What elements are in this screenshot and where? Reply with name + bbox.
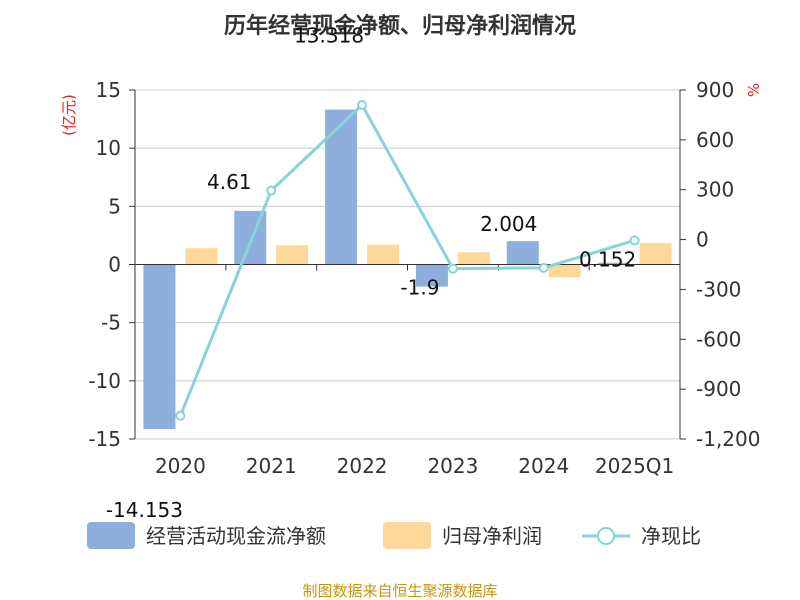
data-label: -1.9 (400, 276, 439, 300)
bar-net-profit (457, 252, 490, 265)
x-category-label: 2024 (518, 454, 569, 478)
y2-tick-label: -1,200 (696, 427, 760, 451)
bar-net-profit (367, 244, 400, 265)
x-category-label: 2020 (155, 454, 206, 478)
y2-tick-label: -900 (696, 377, 741, 401)
line-point (266, 185, 277, 196)
bar-cash-flow (143, 264, 176, 430)
y-tick-label: 10 (96, 136, 121, 160)
data-source-note: 制图数据来自恒生聚源数据库 (302, 582, 497, 600)
y-tick-label: 15 (96, 78, 121, 102)
y-tick-label: 5 (108, 194, 121, 218)
x-category-label: 2022 (337, 454, 388, 478)
bar-net-profit (185, 248, 218, 265)
line-point (447, 263, 458, 274)
y-tick-label: 0 (108, 253, 121, 277)
y2-tick-label: -600 (696, 327, 741, 351)
bar-cash-flow (597, 262, 630, 265)
y2-tick-label: 900 (696, 78, 734, 102)
bar-cash-flow (506, 241, 539, 265)
bar-net-profit (548, 264, 581, 278)
y2-tick-label: -300 (696, 277, 741, 301)
bar-cash-flow (415, 264, 448, 287)
legend-cash-ratio-label: 净现比 (641, 524, 701, 548)
line-point (538, 262, 549, 273)
right-axis-unit: % (745, 83, 763, 97)
data-label: 2.004 (480, 212, 537, 236)
chart-title: 历年经营现金净额、归母净利润情况 (224, 13, 576, 39)
legend-cash-flow-swatch (87, 522, 135, 549)
y-tick-label: -15 (88, 427, 121, 451)
y2-tick-label: 300 (696, 178, 734, 202)
bar-net-profit (639, 242, 672, 265)
bar-cash-flow (325, 109, 358, 265)
bar-net-profit (276, 245, 309, 265)
line-point (629, 235, 640, 246)
data-label: 0.152 (579, 248, 636, 272)
line-cash-ratio (179, 102, 636, 417)
legend-cash-flow-label: 经营活动现金流净额 (146, 524, 326, 548)
left-axis-unit: (亿元) (60, 94, 78, 136)
x-category-label: 2025Q1 (595, 454, 674, 478)
x-category-label: 2021 (246, 454, 297, 478)
legend-cash-ratio-marker (597, 527, 615, 545)
y2-tick-label: 0 (696, 228, 709, 252)
data-label: -14.153 (106, 498, 183, 522)
line-point (175, 410, 186, 421)
bar-cash-flow (234, 210, 267, 265)
legend-net-profit-label: 归母净利润 (442, 524, 542, 548)
line-point (357, 99, 368, 110)
y2-tick-label: 600 (696, 128, 734, 152)
data-label: 13.318 (294, 24, 364, 48)
legend-net-profit-swatch (383, 522, 431, 549)
y-tick-label: -5 (101, 311, 121, 335)
y-tick-label: -10 (88, 369, 121, 393)
data-label: 4.61 (207, 170, 252, 194)
x-category-label: 2023 (427, 454, 478, 478)
